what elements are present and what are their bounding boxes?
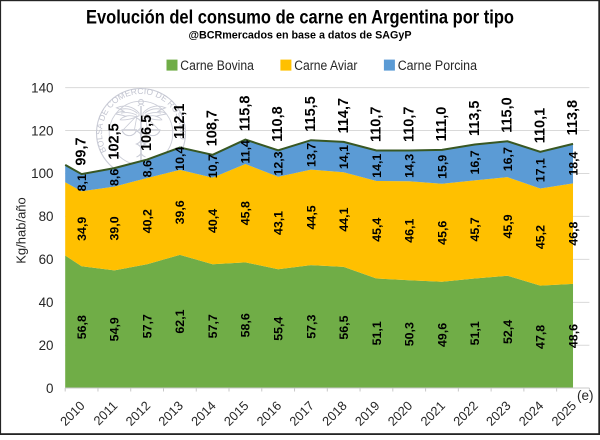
svg-text:102,5: 102,5 <box>106 123 122 159</box>
svg-text:10,7: 10,7 <box>206 154 220 178</box>
svg-text:58,6: 58,6 <box>239 313 253 337</box>
svg-text:13,7: 13,7 <box>304 143 318 167</box>
svg-text:55,4: 55,4 <box>272 317 286 341</box>
svg-text:108,7: 108,7 <box>205 110 221 146</box>
svg-text:43,1: 43,1 <box>272 211 286 235</box>
svg-text:10,4: 10,4 <box>173 147 187 171</box>
svg-text:45,6: 45,6 <box>435 221 449 245</box>
svg-text:39,0: 39,0 <box>108 216 122 240</box>
svg-text:(e): (e) <box>577 388 594 403</box>
svg-text:16,7: 16,7 <box>501 147 515 171</box>
svg-text:17,1: 17,1 <box>534 158 548 182</box>
svg-text:110,7: 110,7 <box>369 107 385 143</box>
svg-text:18,4: 18,4 <box>566 151 580 175</box>
svg-text:60: 60 <box>39 252 54 267</box>
svg-text:44,5: 44,5 <box>304 205 318 229</box>
svg-text:57,7: 57,7 <box>140 314 154 338</box>
svg-text:115,8: 115,8 <box>237 96 253 132</box>
svg-text:12,3: 12,3 <box>272 151 286 175</box>
svg-text:110,8: 110,8 <box>270 106 286 142</box>
svg-text:106,5: 106,5 <box>139 115 155 151</box>
svg-text:100: 100 <box>31 166 53 181</box>
svg-text:40,2: 40,2 <box>140 209 154 233</box>
svg-text:14,1: 14,1 <box>337 145 351 169</box>
svg-text:51,1: 51,1 <box>370 321 384 345</box>
svg-text:50,3: 50,3 <box>403 322 417 346</box>
svg-text:51,1: 51,1 <box>468 321 482 345</box>
svg-text:110,1: 110,1 <box>532 108 548 144</box>
svg-text:52,4: 52,4 <box>501 320 515 344</box>
svg-text:Carne Aviar: Carne Aviar <box>294 58 358 73</box>
svg-text:45,9: 45,9 <box>501 214 515 238</box>
svg-text:115,5: 115,5 <box>303 96 319 132</box>
svg-text:39,6: 39,6 <box>173 200 187 224</box>
svg-text:120: 120 <box>31 123 53 138</box>
svg-text:80: 80 <box>39 209 54 224</box>
svg-text:14,3: 14,3 <box>403 154 417 178</box>
svg-text:56,5: 56,5 <box>337 315 351 339</box>
svg-text:Carne Porcina: Carne Porcina <box>398 58 478 73</box>
svg-text:8,1: 8,1 <box>75 174 89 191</box>
svg-text:0: 0 <box>46 381 53 396</box>
svg-text:8,6: 8,6 <box>140 160 154 177</box>
svg-text:14,1: 14,1 <box>370 154 384 178</box>
svg-text:45,8: 45,8 <box>239 201 253 225</box>
svg-text:113,8: 113,8 <box>565 100 581 136</box>
svg-text:Carne Bovina: Carne Bovina <box>180 58 254 73</box>
svg-text:56,8: 56,8 <box>75 315 89 339</box>
svg-text:11,4: 11,4 <box>239 140 253 164</box>
svg-text:57,3: 57,3 <box>304 315 318 339</box>
svg-text:140: 140 <box>31 80 53 95</box>
svg-text:45,2: 45,2 <box>534 225 548 249</box>
svg-text:40,4: 40,4 <box>206 209 220 233</box>
svg-text:47,8: 47,8 <box>534 325 548 349</box>
svg-text:115,0: 115,0 <box>500 97 516 133</box>
svg-text:46,1: 46,1 <box>403 219 417 243</box>
svg-text:110,7: 110,7 <box>401 107 417 143</box>
svg-text:113,5: 113,5 <box>467 101 483 137</box>
svg-text:46,8: 46,8 <box>566 221 580 245</box>
svg-text:34,9: 34,9 <box>75 217 89 241</box>
svg-text:Kg/hab/año: Kg/hab/año <box>14 197 29 264</box>
svg-text:111,0: 111,0 <box>434 107 450 142</box>
svg-text:20: 20 <box>39 338 54 353</box>
svg-text:Evolución del consumo de carne: Evolución del consumo de carne en Argent… <box>86 7 514 28</box>
svg-text:114,7: 114,7 <box>336 98 352 134</box>
svg-text:40: 40 <box>39 295 54 310</box>
svg-text:48,6: 48,6 <box>566 324 580 348</box>
svg-text:16,7: 16,7 <box>468 150 482 174</box>
svg-text:8,6: 8,6 <box>108 169 122 186</box>
svg-text:44,1: 44,1 <box>337 207 351 231</box>
svg-text:62,1: 62,1 <box>173 309 187 333</box>
svg-text:54,9: 54,9 <box>108 317 122 341</box>
svg-text:@BCRmercados en base a datos d: @BCRmercados en base a datos de SAGyP <box>189 30 412 42</box>
svg-text:45,7: 45,7 <box>468 217 482 241</box>
svg-text:45,4: 45,4 <box>370 218 384 242</box>
svg-text:49,6: 49,6 <box>435 323 449 347</box>
svg-text:112,1: 112,1 <box>172 104 188 140</box>
svg-text:99,7: 99,7 <box>74 137 90 165</box>
svg-text:57,7: 57,7 <box>206 314 220 338</box>
svg-text:15,9: 15,9 <box>435 155 449 179</box>
